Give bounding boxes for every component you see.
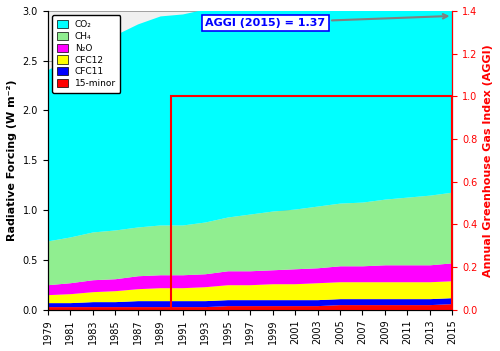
Legend: CO₂, CH₄, N₂O, CFC12, CFC11, 15-minor: CO₂, CH₄, N₂O, CFC12, CFC11, 15-minor [52, 15, 120, 93]
Text: AGGI (2015) = 1.37: AGGI (2015) = 1.37 [205, 14, 448, 28]
Bar [172, 95, 452, 310]
Y-axis label: Annual Greenhouse Gas Index (AGGI): Annual Greenhouse Gas Index (AGGI) [483, 44, 493, 277]
Y-axis label: Radiative Forcing (W m⁻²): Radiative Forcing (W m⁻²) [7, 80, 17, 241]
